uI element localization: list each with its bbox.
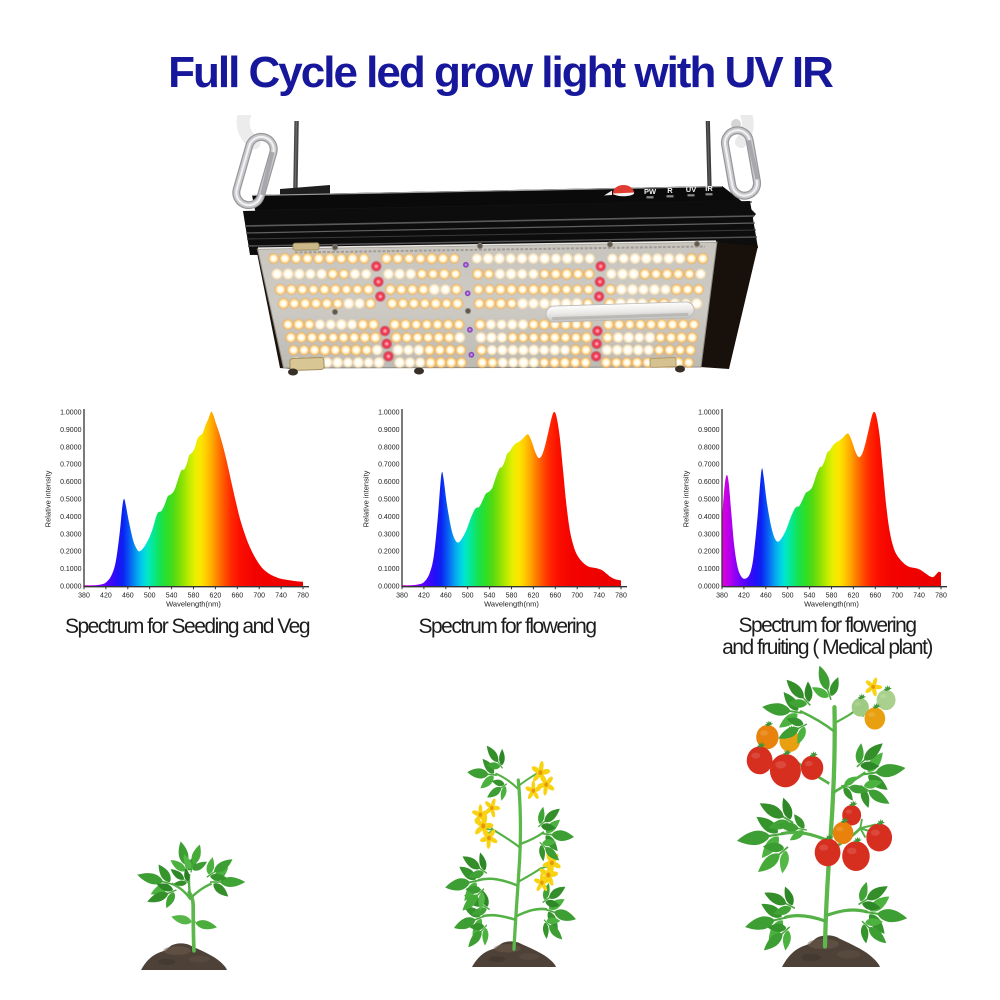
svg-text:0.2000: 0.2000 [60,549,82,556]
svg-text:380: 380 [396,593,408,600]
svg-text:0.0000: 0.0000 [698,584,720,591]
svg-text:780: 780 [935,593,947,600]
svg-text:0.7000: 0.7000 [698,462,720,469]
svg-text:1.0000: 1.0000 [60,410,82,417]
svg-text:0.7000: 0.7000 [60,462,82,469]
svg-text:PW: PW [644,187,657,196]
svg-text:0.8000: 0.8000 [698,444,720,451]
svg-text:500: 500 [144,593,156,600]
svg-text:660: 660 [231,593,243,600]
svg-text:0.3000: 0.3000 [60,531,82,538]
svg-text:0.9000: 0.9000 [60,427,82,434]
svg-text:0.0000: 0.0000 [378,584,400,591]
svg-text:0.1000: 0.1000 [378,566,400,573]
svg-text:460: 460 [440,593,452,600]
svg-text:0.4000: 0.4000 [698,514,720,521]
svg-text:780: 780 [615,593,627,600]
svg-text:700: 700 [571,593,583,600]
svg-text:740: 740 [593,593,605,600]
svg-text:620: 620 [848,593,860,600]
svg-text:R: R [667,186,673,195]
svg-text:0.6000: 0.6000 [60,479,82,486]
svg-text:540: 540 [804,593,816,600]
svg-text:660: 660 [549,593,561,600]
svg-text:780: 780 [297,593,309,600]
svg-text:0.6000: 0.6000 [378,479,400,486]
svg-text:380: 380 [716,593,728,600]
svg-text:540: 540 [166,593,178,600]
svg-text:Relative intensity: Relative intensity [682,470,691,527]
svg-text:420: 420 [738,593,750,600]
svg-text:660: 660 [869,593,881,600]
svg-text:460: 460 [760,593,772,600]
svg-text:420: 420 [100,593,112,600]
svg-text:IR: IR [705,184,713,193]
svg-text:0.7000: 0.7000 [378,462,400,469]
svg-text:Relative intensity: Relative intensity [44,470,53,527]
svg-text:620: 620 [210,593,222,600]
svg-text:620: 620 [528,593,540,600]
svg-text:1.0000: 1.0000 [698,410,720,417]
svg-text:460: 460 [122,593,134,600]
svg-text:0.9000: 0.9000 [378,427,400,434]
svg-text:740: 740 [275,593,287,600]
svg-text:0.0000: 0.0000 [60,584,82,591]
svg-text:540: 540 [484,593,496,600]
svg-text:0.1000: 0.1000 [698,566,720,573]
svg-text:0.5000: 0.5000 [698,497,720,504]
svg-text:0.3000: 0.3000 [378,531,400,538]
svg-text:740: 740 [913,593,925,600]
svg-text:Wavelength(nm): Wavelength(nm) [484,600,539,609]
svg-text:580: 580 [188,593,200,600]
svg-text:0.2000: 0.2000 [378,549,400,556]
svg-text:0.9000: 0.9000 [698,427,720,434]
svg-text:1.0000: 1.0000 [378,410,400,417]
svg-text:700: 700 [253,593,265,600]
svg-text:580: 580 [506,593,518,600]
svg-text:0.5000: 0.5000 [60,497,82,504]
svg-text:Wavelength(nm): Wavelength(nm) [804,600,859,609]
svg-text:0.5000: 0.5000 [378,497,400,504]
svg-text:Wavelength(nm): Wavelength(nm) [166,600,221,609]
svg-text:700: 700 [891,593,903,600]
svg-text:580: 580 [826,593,838,600]
svg-text:0.8000: 0.8000 [60,444,82,451]
svg-text:420: 420 [418,593,430,600]
svg-text:0.4000: 0.4000 [60,514,82,521]
svg-text:0.4000: 0.4000 [378,514,400,521]
svg-text:0.6000: 0.6000 [698,479,720,486]
svg-text:500: 500 [782,593,794,600]
svg-text:UV: UV [686,185,696,194]
svg-text:0.1000: 0.1000 [60,566,82,573]
svg-text:0.2000: 0.2000 [698,549,720,556]
svg-text:500: 500 [462,593,474,600]
svg-text:0.3000: 0.3000 [698,531,720,538]
svg-text:Relative intensity: Relative intensity [362,470,371,527]
svg-text:0.8000: 0.8000 [378,444,400,451]
svg-text:380: 380 [78,593,90,600]
